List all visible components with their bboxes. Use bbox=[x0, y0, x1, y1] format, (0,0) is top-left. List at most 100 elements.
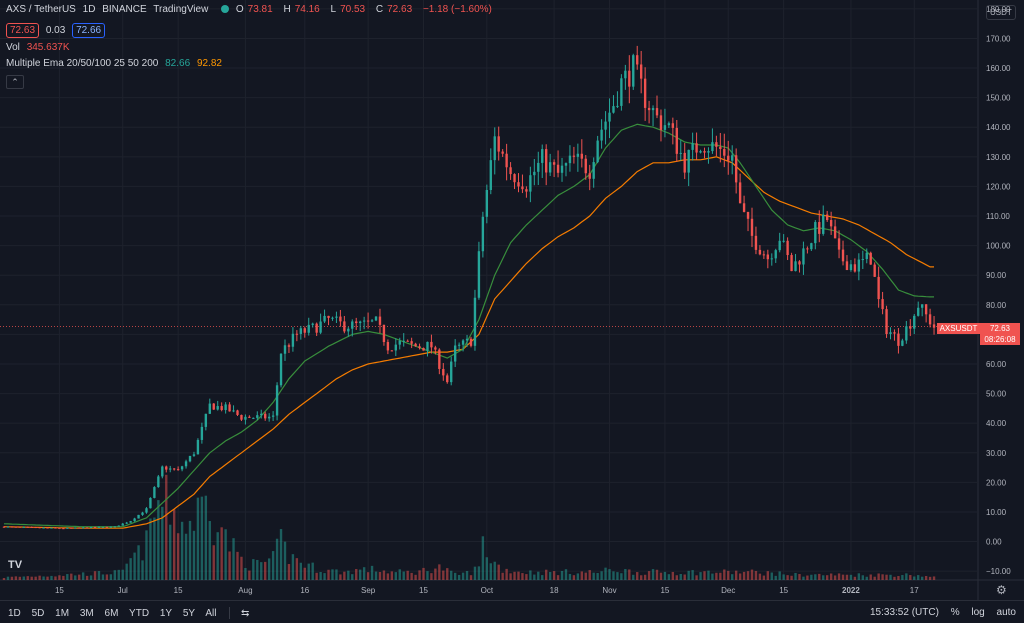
volume-bar bbox=[121, 569, 124, 580]
candle-body bbox=[62, 528, 65, 530]
range-ytd[interactable]: YTD bbox=[129, 607, 150, 619]
volume-bar bbox=[319, 571, 322, 580]
candle-body bbox=[362, 320, 366, 322]
volume-bar bbox=[236, 551, 239, 580]
candle-body bbox=[814, 222, 817, 244]
candle-body bbox=[596, 140, 599, 163]
log-scale-toggle[interactable]: log bbox=[971, 607, 985, 618]
range-1d[interactable]: 1D bbox=[8, 607, 21, 619]
volume-bar bbox=[165, 474, 168, 580]
candle-body bbox=[343, 321, 346, 332]
price-tick-label: 150.00 bbox=[986, 94, 1011, 103]
range-5d[interactable]: 5D bbox=[31, 607, 45, 619]
candle-body bbox=[319, 321, 322, 333]
candle-body bbox=[501, 151, 504, 154]
candle-body bbox=[568, 155, 572, 164]
volume-bar bbox=[22, 576, 25, 580]
volume-bar bbox=[141, 560, 144, 580]
volume-bar bbox=[398, 569, 401, 580]
interval[interactable]: 1D bbox=[82, 4, 96, 15]
candle-body bbox=[169, 468, 172, 470]
volume-bar bbox=[117, 569, 120, 580]
currency-badge[interactable]: USDT bbox=[986, 5, 1016, 20]
volume-bar bbox=[901, 575, 904, 580]
volume-bar bbox=[845, 574, 849, 580]
candle-body bbox=[750, 218, 754, 236]
volume-bar bbox=[109, 574, 113, 580]
volume-bar bbox=[905, 573, 908, 580]
volume-bar bbox=[50, 575, 53, 580]
volume-bar bbox=[782, 574, 785, 580]
ask-price-box[interactable]: 72.66 bbox=[72, 23, 106, 38]
volume-bar bbox=[734, 570, 738, 580]
volume-bar bbox=[628, 569, 631, 580]
volume-bar bbox=[240, 556, 243, 580]
candle-body bbox=[157, 476, 160, 488]
volume-bar bbox=[315, 572, 318, 580]
volume-bar bbox=[414, 574, 417, 580]
volume-bar bbox=[509, 573, 512, 580]
time-tick-label: 16 bbox=[300, 586, 309, 595]
time-tick-label: 2022 bbox=[842, 586, 860, 595]
volume-bar bbox=[323, 573, 326, 580]
range-all[interactable]: All bbox=[205, 607, 217, 619]
volume-bar bbox=[149, 518, 152, 580]
range-1y[interactable]: 1Y bbox=[159, 607, 173, 619]
candle-body bbox=[521, 186, 524, 190]
candle-body bbox=[576, 153, 580, 157]
volume-bar bbox=[667, 574, 671, 580]
candle-body bbox=[378, 316, 382, 325]
price-tick-label: 30.00 bbox=[986, 449, 1007, 458]
candle-body bbox=[184, 461, 188, 467]
price-chart[interactable]: −10.00 0.00 10.00 20.00 30.00 40.00 50.00 60.00… bbox=[0, 0, 1024, 600]
candlesticks[interactable] bbox=[2, 45, 936, 530]
volume-bar bbox=[394, 572, 397, 580]
volume-bar bbox=[738, 573, 742, 580]
volume-bar bbox=[78, 574, 81, 580]
candle-body bbox=[180, 466, 184, 470]
candle-body bbox=[608, 112, 611, 122]
volume-legend[interactable]: Vol 345.637K bbox=[6, 42, 74, 53]
volume-bar bbox=[204, 495, 208, 580]
volume-bar bbox=[707, 570, 710, 580]
volume-bar bbox=[604, 567, 607, 580]
percent-scale-toggle[interactable]: % bbox=[950, 607, 960, 618]
ema-legend[interactable]: Multiple Ema 20/50/100 25 50 200 82.66 9… bbox=[6, 58, 226, 69]
range-1m[interactable]: 1M bbox=[55, 607, 70, 619]
volume-bar bbox=[655, 569, 659, 580]
volume-bar bbox=[264, 561, 267, 580]
range-3m[interactable]: 3M bbox=[79, 607, 94, 619]
symbol-name[interactable]: AXS / TetherUS bbox=[6, 4, 76, 15]
candle-body bbox=[323, 315, 326, 322]
range-5y[interactable]: 5Y bbox=[182, 607, 196, 619]
bid-price-box[interactable]: 72.63 bbox=[6, 23, 40, 38]
range-6m[interactable]: 6M bbox=[104, 607, 119, 619]
gear-icon[interactable]: ⚙ bbox=[996, 583, 1007, 597]
candle-body bbox=[604, 121, 607, 130]
candle-body bbox=[200, 426, 204, 440]
volume-bar bbox=[271, 551, 275, 580]
volume-bar bbox=[180, 521, 184, 580]
date-range-icon[interactable]: ⇆ bbox=[241, 607, 250, 619]
candle-body bbox=[643, 78, 647, 108]
price-axis[interactable]: −10.00 0.00 10.00 20.00 30.00 40.00 50.00 60.00… bbox=[986, 5, 1011, 576]
clock-time[interactable]: 15:33:52 (UTC) bbox=[870, 607, 939, 618]
volume-bar bbox=[857, 573, 861, 580]
volume-bar bbox=[841, 574, 845, 580]
volume-bar bbox=[469, 575, 473, 580]
candle-body bbox=[382, 324, 386, 343]
candle-body bbox=[264, 413, 267, 419]
volume-bar bbox=[81, 572, 85, 580]
chevron-up-icon[interactable]: ⌃ bbox=[6, 75, 24, 89]
volume-bar bbox=[814, 574, 817, 580]
candle-body bbox=[822, 214, 825, 234]
time-tick-label: Jul bbox=[118, 586, 128, 595]
volume-bar bbox=[679, 574, 682, 580]
volume-bar bbox=[481, 536, 485, 580]
tradingview-logo[interactable]: TV bbox=[8, 559, 23, 571]
time-axis[interactable]: 15 Jul 15 Aug 16 Sep 15 Oct 18 Nov 15 Dec 15 2022 17 bbox=[55, 586, 919, 595]
time-tick-label: 15 bbox=[419, 586, 428, 595]
auto-scale-toggle[interactable]: auto bbox=[996, 607, 1016, 618]
candle-body bbox=[806, 248, 809, 250]
